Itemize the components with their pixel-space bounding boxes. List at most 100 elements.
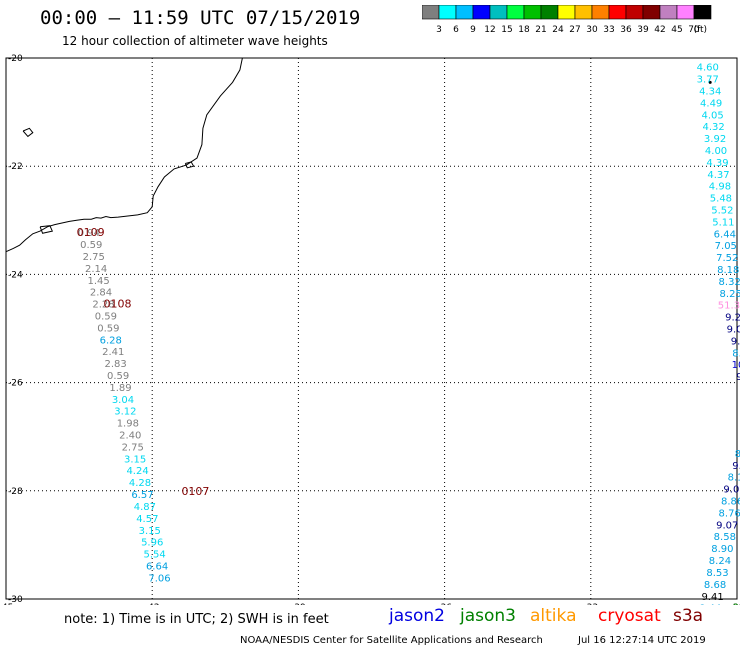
wave-height-colorbar: 3 6 9 12 15 18 21 24 27 30 33 36 39 42 45 70(ft) — [422, 5, 712, 35]
footnote: note: 1) Time is in UTC; 2) SWH is in fe… — [64, 612, 329, 627]
wave-height-label: 0.59 — [95, 312, 117, 323]
wave-height-label: 6.64 — [146, 561, 168, 572]
satellite-legend-cryosat: cryosat — [598, 606, 661, 626]
longitude-tick-label: -45 — [0, 603, 13, 605]
wave-height-label: 9.07 — [716, 520, 738, 531]
wave-height-label: 8.44 — [699, 604, 721, 605]
wave-height-label: 51.36 — [718, 301, 740, 312]
time-label: 0107 — [181, 485, 209, 498]
wave-height-label: 4.49 — [700, 98, 722, 109]
wave-height-label: 4.37 — [707, 170, 729, 181]
colorbar-tick-label: 18 — [518, 25, 530, 35]
wave-height-label: 6.44 — [714, 229, 736, 240]
wave-height-label: 9. — [732, 461, 740, 472]
wave-height-label: 7.52 — [716, 253, 738, 264]
wave-height-label: 2.84 — [90, 288, 112, 299]
wave-height-label: 5.48 — [710, 194, 732, 205]
longitude-tick-label: -42 — [145, 603, 160, 605]
coastline — [5, 57, 243, 253]
wave-height-label: 4.60 — [697, 63, 719, 74]
wave-height-label: 9.0 — [727, 325, 740, 336]
longitude-tick-label: -30 — [730, 603, 740, 605]
latitude-tick-label: -22 — [8, 162, 23, 172]
wave-height-label: 1.45 — [87, 276, 109, 287]
wave-height-label: 2.75 — [122, 442, 144, 453]
wave-height-label: 5.11 — [712, 217, 734, 228]
colorbar-tick-label: 12 — [484, 25, 495, 35]
wave-height-label: 3.04 — [112, 395, 134, 406]
wave-height-label: 2.40 — [119, 431, 141, 442]
wave-height-label: 9.41 — [702, 592, 724, 603]
wave-height-label: 8.86 — [721, 497, 740, 508]
wave-height-map: -45 -42 -39 -36 -33 -30 -20 -22 -24 -26 -28 -30 0.94… — [0, 54, 740, 605]
longitude-tick-label: -39 — [291, 603, 306, 605]
wave-height-label: 8.25 — [720, 289, 740, 300]
wave-height-label: 1.98 — [117, 419, 139, 430]
time-label: 0108 — [103, 298, 131, 311]
credit-line: NOAA/NESDIS Center for Satellite Applica… — [240, 635, 543, 646]
wave-height-label: 7.05 — [715, 241, 737, 252]
wave-height-label: 6.28 — [100, 335, 122, 346]
wave-height-label: 2.83 — [105, 359, 127, 370]
wave-height-label: 8.24 — [709, 556, 731, 567]
wave-height-label: 9.08 — [723, 485, 740, 496]
wave-height-label: 7.06 — [148, 573, 170, 584]
latitude-tick-label: -28 — [8, 487, 23, 497]
wave-height-label: 8 — [735, 449, 740, 460]
map-frame — [5, 57, 738, 600]
longitude-tick-label: -33 — [583, 603, 598, 605]
wave-height-label: 2.75 — [83, 252, 105, 263]
time-label: 0448 — [732, 602, 740, 605]
island-outline — [39, 225, 54, 234]
colorbar-tick-label: 39 — [637, 25, 649, 35]
island-outline — [22, 127, 34, 138]
longitude-tick-label: -36 — [437, 603, 452, 605]
colorbar-tick-label: 24 — [552, 25, 564, 35]
satellite-legend-altika: altika — [530, 606, 577, 626]
wave-height-label: 8.53 — [706, 568, 728, 579]
wave-height-label: 8.76 — [719, 508, 740, 519]
wave-height-label: 8.68 — [704, 580, 726, 591]
wave-height-label: 0.59 — [80, 240, 102, 251]
colorbar-tick-label: 45 — [671, 25, 682, 35]
colorbar-tick-label: 27 — [569, 25, 580, 35]
wave-height-label: 4.05 — [702, 110, 724, 121]
wave-height-label: 9.2 — [725, 313, 740, 324]
wave-height-label: 3.77 — [697, 75, 719, 86]
time-label: 0109 — [77, 226, 105, 239]
wave-height-label: 9. — [731, 336, 740, 347]
colorbar-tick-label: 9 — [470, 25, 476, 35]
satellite-legend-jason3: jason3 — [460, 606, 516, 626]
island-outline — [184, 161, 195, 169]
wave-height-label: 2.14 — [85, 264, 107, 275]
wave-height-label: 9 — [736, 372, 740, 383]
wave-height-label: 4.24 — [126, 466, 148, 477]
latitude-tick-label: -24 — [8, 270, 23, 280]
wave-height-label: 3.15 — [124, 454, 146, 465]
wave-height-label: 10 — [732, 360, 740, 371]
wave-height-label: 4.39 — [706, 158, 728, 169]
wave-height-label: 0.59 — [97, 323, 119, 334]
wave-height-label: 8.1 — [728, 473, 740, 484]
wave-height-label: 1.89 — [109, 383, 131, 394]
latitude-tick-label: -26 — [8, 379, 23, 389]
wave-height-label: 8.58 — [714, 532, 736, 543]
wave-height-label: 0.94 — [78, 228, 100, 239]
wave-height-label: 4.28 — [129, 478, 151, 489]
wave-height-label: 4.98 — [709, 182, 731, 193]
colorbar-tick-label: 15 — [501, 25, 512, 35]
wave-height-label: 8.32 — [719, 277, 740, 288]
latitude-tick-label: -30 — [8, 595, 23, 605]
colorbar-tick-label: 36 — [620, 25, 632, 35]
wave-height-label: 3.92 — [704, 134, 726, 145]
map-title: 00:00 – 11:59 UTC 07/15/2019 — [40, 7, 361, 29]
wave-height-label: 5.54 — [144, 550, 166, 561]
wave-height-label: 5.52 — [711, 205, 733, 216]
wave-height-label: 8.90 — [711, 544, 733, 555]
colorbar-tick-label: 42 — [654, 25, 665, 35]
colorbar-swatch — [693, 5, 712, 20]
wave-height-label: 4.87 — [134, 502, 156, 513]
wave-height-label: 4.57 — [136, 514, 158, 525]
colorbar-tick-label: 33 — [603, 25, 614, 35]
